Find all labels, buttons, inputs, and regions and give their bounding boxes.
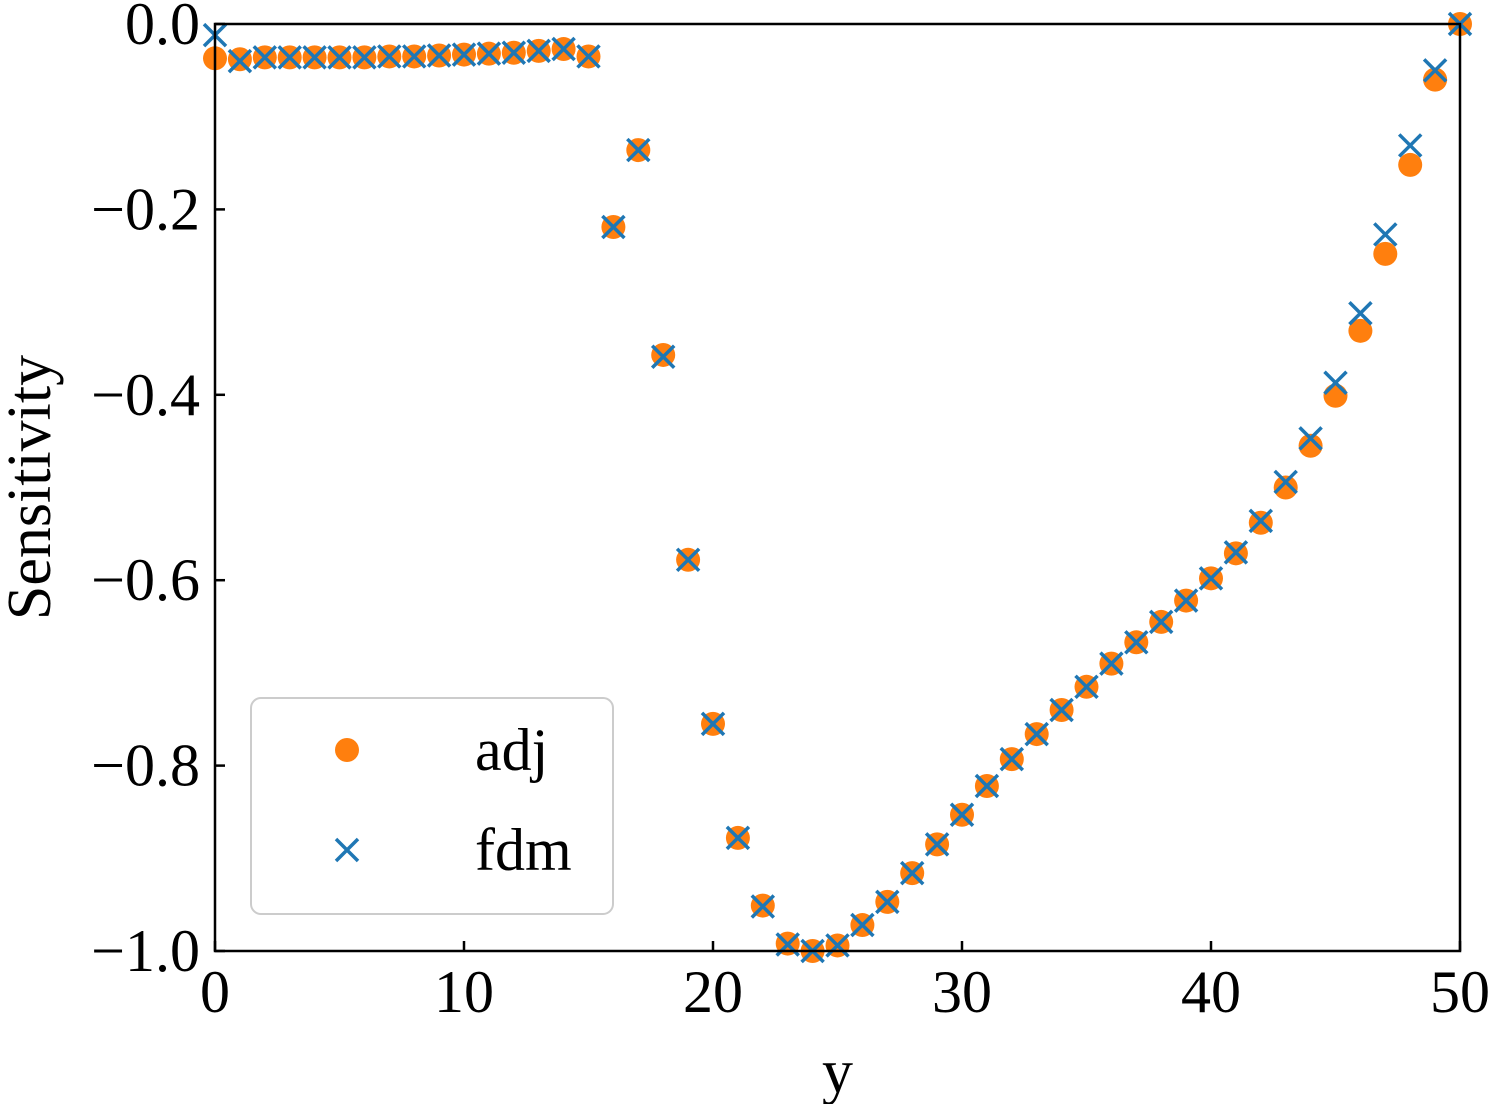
point-fdm-13 <box>526 38 551 64</box>
point-fdm-45 <box>1323 370 1348 395</box>
y-tick-label-2: −0.4 <box>91 362 200 428</box>
point-fdm-25 <box>825 933 850 958</box>
x-axis-ticks: 0 10 20 30 40 50 <box>200 941 1490 1025</box>
point-adj-47 <box>1373 241 1398 266</box>
point-fdm-22 <box>750 894 776 919</box>
legend-label-adj: adj <box>475 717 548 783</box>
point-fdm-4 <box>302 45 327 70</box>
point-fdm-14 <box>551 36 576 62</box>
point-fdm-16 <box>601 214 626 240</box>
point-fdm-44 <box>1298 426 1323 451</box>
point-fdm-34 <box>1049 697 1074 723</box>
x-axis-label: y <box>822 1038 853 1104</box>
legend: adj fdm <box>250 697 614 915</box>
point-fdm-10 <box>451 42 477 67</box>
x-tick-label-3: 30 <box>932 959 992 1025</box>
point-fdm-29 <box>924 832 950 857</box>
point-fdm-6 <box>352 45 377 70</box>
point-fdm-20 <box>700 711 726 737</box>
plot-area-frame <box>213 22 1462 953</box>
y-tick-label-3: −0.6 <box>91 547 200 613</box>
y-axis-label: Sensitivity <box>0 355 64 620</box>
point-fdm-33 <box>1024 721 1049 747</box>
point-adj-48 <box>1398 152 1423 177</box>
y-tick-label-1: −0.2 <box>91 176 200 242</box>
point-fdm-32 <box>999 746 1025 772</box>
x-tick-label-2: 20 <box>683 959 743 1025</box>
x-tick-label-5: 50 <box>1430 959 1490 1025</box>
point-fdm-11 <box>476 41 502 66</box>
legend-marker-adj <box>335 738 359 762</box>
point-fdm-17 <box>626 137 651 163</box>
point-fdm-48 <box>1397 133 1423 158</box>
point-fdm-26 <box>850 912 875 938</box>
point-fdm-36 <box>1099 651 1124 676</box>
point-fdm-27 <box>875 889 900 915</box>
point-fdm-49 <box>1422 58 1448 83</box>
legend-item-adj: adj <box>335 717 548 783</box>
point-fdm-3 <box>277 45 302 70</box>
point-fdm-40 <box>1198 566 1224 591</box>
point-fdm-35 <box>1074 674 1099 700</box>
point-fdm-42 <box>1248 508 1274 534</box>
point-adj-45 <box>1323 383 1348 408</box>
point-fdm-28 <box>899 860 925 886</box>
x-tick-label-0: 0 <box>200 959 230 1025</box>
point-fdm-39 <box>1173 588 1199 613</box>
point-fdm-43 <box>1273 469 1298 495</box>
point-adj-46 <box>1348 318 1373 343</box>
point-fdm-1 <box>227 48 253 74</box>
point-adj-49 <box>1423 67 1448 92</box>
point-fdm-38 <box>1148 609 1174 635</box>
point-fdm-19 <box>675 547 701 573</box>
point-fdm-41 <box>1223 540 1249 565</box>
point-fdm-37 <box>1124 630 1149 655</box>
point-fdm-9 <box>426 43 452 68</box>
point-fdm-30 <box>949 802 975 827</box>
point-adj-44 <box>1298 433 1323 458</box>
y-axis-ticks: 0.0 −0.2 −0.4 −0.6 −0.8 −1.0 <box>91 0 225 984</box>
y-tick-label-5: −1.0 <box>91 918 200 984</box>
point-fdm-31 <box>974 773 1000 799</box>
point-fdm-21 <box>725 825 751 851</box>
point-fdm-18 <box>650 344 676 370</box>
legend-item-fdm: fdm <box>334 817 572 883</box>
legend-label-fdm: fdm <box>475 817 572 883</box>
x-tick-label-4: 40 <box>1181 959 1241 1025</box>
point-fdm-2 <box>252 45 278 70</box>
point-adj-43 <box>1273 475 1298 500</box>
point-fdm-15 <box>576 44 601 69</box>
series-fdm-markers <box>202 11 1473 964</box>
legend-marker-fdm <box>334 837 360 863</box>
y-tick-label-4: −0.8 <box>91 733 200 799</box>
point-fdm-46 <box>1348 300 1373 326</box>
point-fdm-5 <box>327 45 352 70</box>
point-fdm-7 <box>377 44 402 69</box>
point-fdm-12 <box>501 40 527 65</box>
point-fdm-47 <box>1373 222 1398 247</box>
point-fdm-8 <box>401 44 427 69</box>
x-tick-label-1: 10 <box>434 959 494 1025</box>
y-tick-label-0: 0.0 <box>125 0 200 57</box>
